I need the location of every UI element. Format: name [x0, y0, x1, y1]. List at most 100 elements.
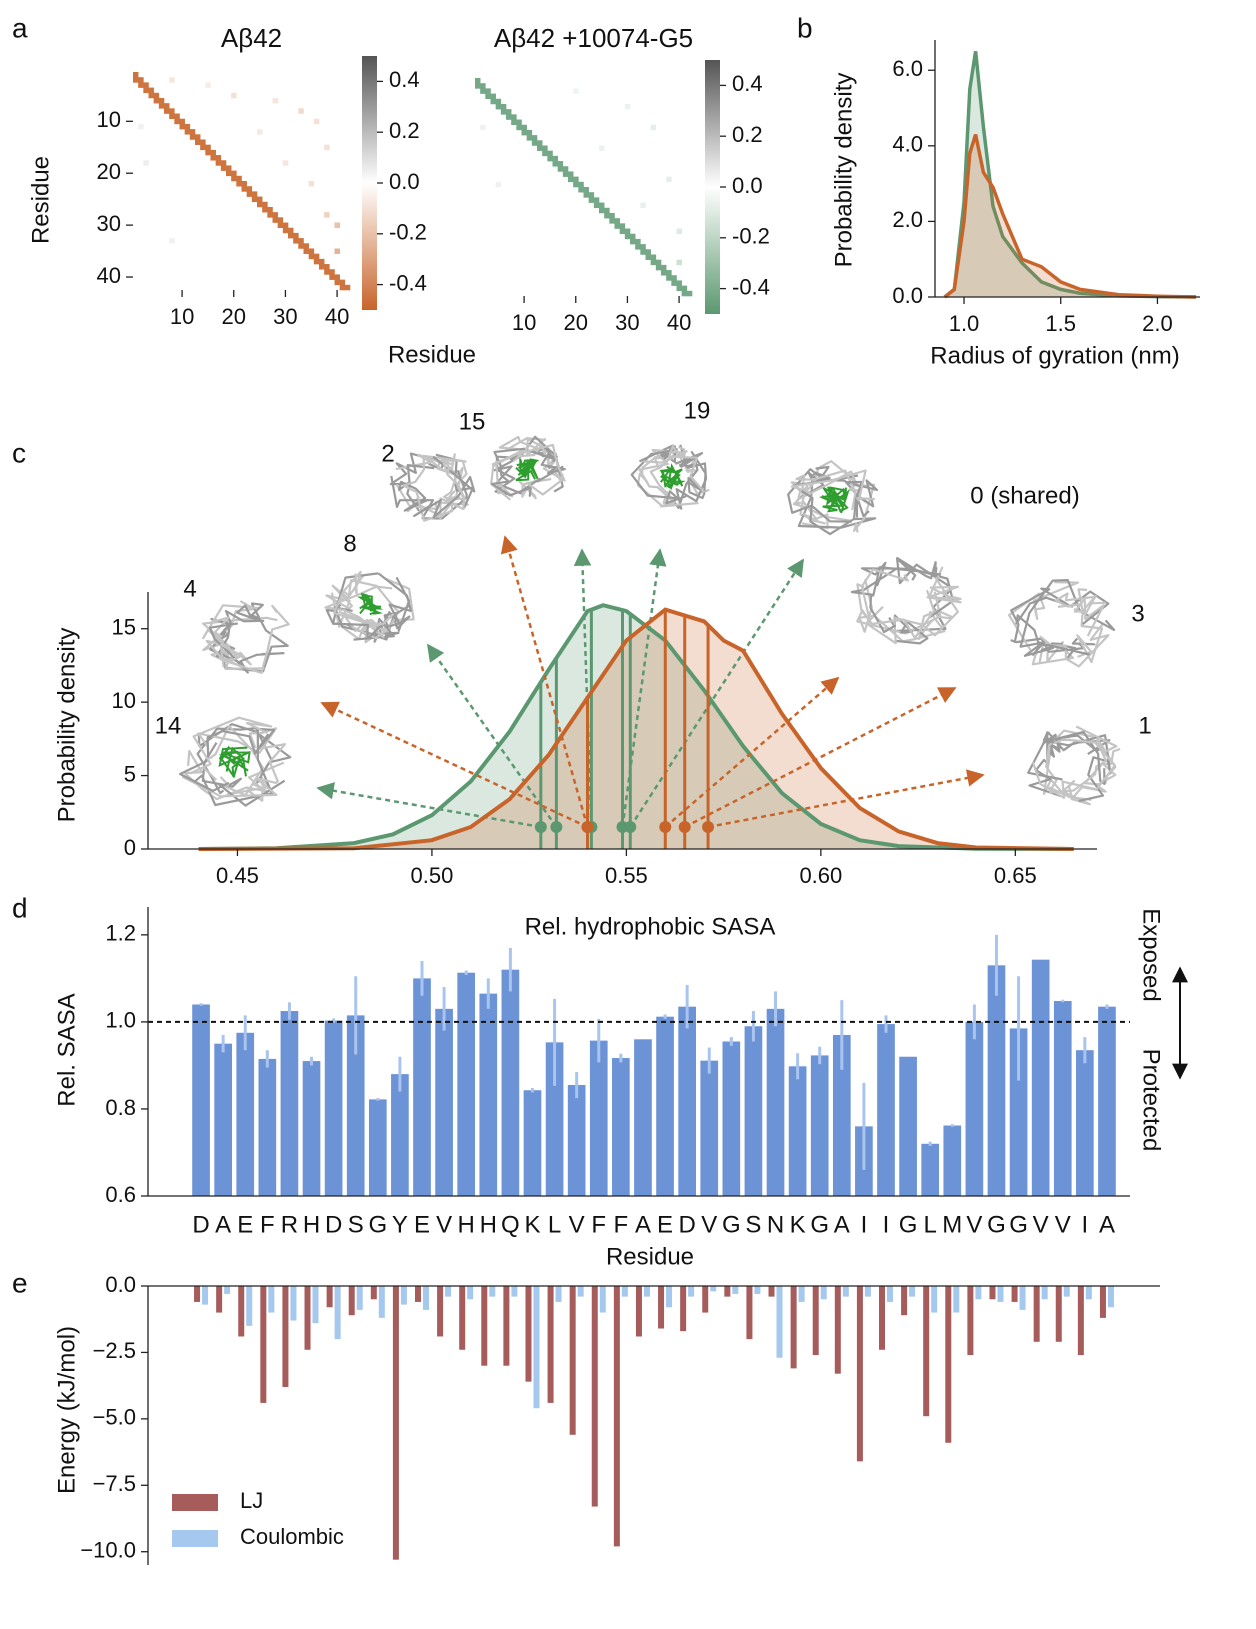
colorbar-tick-label: 0.2 [389, 118, 420, 143]
bar [324, 1020, 343, 1196]
heatmap-cell [671, 275, 677, 281]
bar [842, 1286, 849, 1297]
bar [658, 1286, 665, 1329]
heatmap-cell [246, 186, 253, 192]
heatmap-cell [313, 253, 320, 260]
cluster-point [678, 821, 691, 833]
heatmap-cell [516, 124, 522, 131]
bar [768, 1286, 775, 1297]
heatmap-cell [645, 254, 651, 260]
structure-image [389, 452, 476, 522]
structure-image [490, 435, 566, 501]
ligand-trace [517, 458, 540, 476]
heatmap-cell [184, 123, 191, 130]
y-tick-label: −5.0 [93, 1405, 136, 1430]
cluster-arrow [684, 686, 957, 829]
x-tick-label: 0.45 [216, 863, 259, 888]
backbone-trace [218, 603, 289, 673]
bar [501, 969, 520, 1196]
x-tick-label: F [260, 1211, 275, 1238]
heatmap-cell [293, 238, 299, 244]
bar [392, 1286, 399, 1560]
bar [214, 1043, 232, 1196]
heatmap-cell [542, 150, 548, 157]
bar [666, 1286, 673, 1308]
backbone-trace [686, 450, 707, 500]
heatmap-cell [500, 109, 507, 115]
bar [533, 1286, 540, 1409]
heatmap-cell [153, 92, 160, 99]
bar [989, 1286, 996, 1300]
heatmap-cell [645, 249, 651, 255]
heatmap-cell [666, 176, 672, 183]
heatmap-cell [676, 280, 682, 286]
backbone-trace [208, 622, 285, 674]
backbone-trace [795, 469, 857, 511]
annotation: Exposed [1138, 908, 1165, 1001]
x-tick-label: 20 [222, 304, 246, 329]
heatmap-cell [681, 285, 688, 292]
x-tick-label: H [458, 1211, 475, 1238]
cluster-label: 0 (shared) [970, 482, 1079, 509]
bar [302, 1061, 321, 1196]
line [943, 133, 1197, 299]
y-axis-label: Energy (kJ/mol) [53, 1326, 80, 1494]
ligand-trace [660, 463, 684, 487]
heatmap-cell [272, 217, 278, 223]
heatmap-cell [339, 284, 346, 291]
structure-image [630, 444, 710, 510]
x-tick-label: F [591, 1211, 606, 1238]
heatmap-cell [267, 212, 273, 218]
heatmap-cell [511, 114, 517, 120]
backbone-trace [630, 448, 687, 505]
x-tick-label: I [883, 1211, 890, 1238]
heatmap-cell [650, 124, 657, 131]
bar [1011, 1286, 1018, 1302]
x-tick-label: 40 [667, 310, 691, 335]
backbone-trace [395, 453, 458, 503]
colorbar-tick-label: 0.4 [389, 67, 420, 92]
backbone-trace [1031, 738, 1116, 799]
backbone-trace [917, 608, 953, 640]
heatmap-cell [169, 238, 175, 244]
bar [236, 1032, 255, 1196]
bar [423, 1286, 429, 1310]
heatmap-cell [164, 108, 170, 114]
heatmap-cell [593, 197, 600, 203]
heatmap-cell [500, 103, 507, 110]
colorbar-tick-label: -0.2 [389, 220, 427, 245]
heatmap-cell [624, 103, 631, 110]
bar [1019, 1286, 1026, 1310]
heatmap-cell [640, 249, 646, 255]
heatmap-cell [666, 270, 672, 276]
x-tick-label: G [810, 1211, 829, 1238]
heatmap-cell [282, 160, 289, 166]
x-tick-label: A [215, 1211, 231, 1238]
backbone-trace [208, 724, 264, 797]
bar [457, 972, 476, 1196]
heatmap-cell [308, 181, 315, 187]
bar [776, 1286, 783, 1358]
heatmap-cell [573, 176, 579, 183]
bar [732, 1286, 739, 1294]
heatmap-cell [630, 233, 636, 240]
backbone-trace [210, 616, 230, 668]
cluster-point [624, 821, 637, 833]
heatmap-cell [138, 77, 144, 83]
y-tick-label: 0.0 [105, 1272, 136, 1297]
backbone-trace [324, 585, 393, 639]
heatmap-cell [624, 233, 631, 240]
backbone-trace [183, 750, 269, 801]
heatmap-cell [329, 274, 335, 280]
heatmap-cell [475, 83, 481, 89]
x-tick-label: V [966, 1211, 982, 1238]
bar [591, 1286, 598, 1507]
y-tick-label: 0.0 [892, 283, 923, 308]
bar [1053, 1001, 1072, 1196]
cluster-arrow [629, 558, 805, 828]
bar [621, 1286, 628, 1297]
backbone-trace [638, 448, 684, 508]
heatmap-cell [640, 244, 646, 250]
heatmap-cell [495, 181, 502, 188]
x-tick-label: V [701, 1211, 717, 1238]
